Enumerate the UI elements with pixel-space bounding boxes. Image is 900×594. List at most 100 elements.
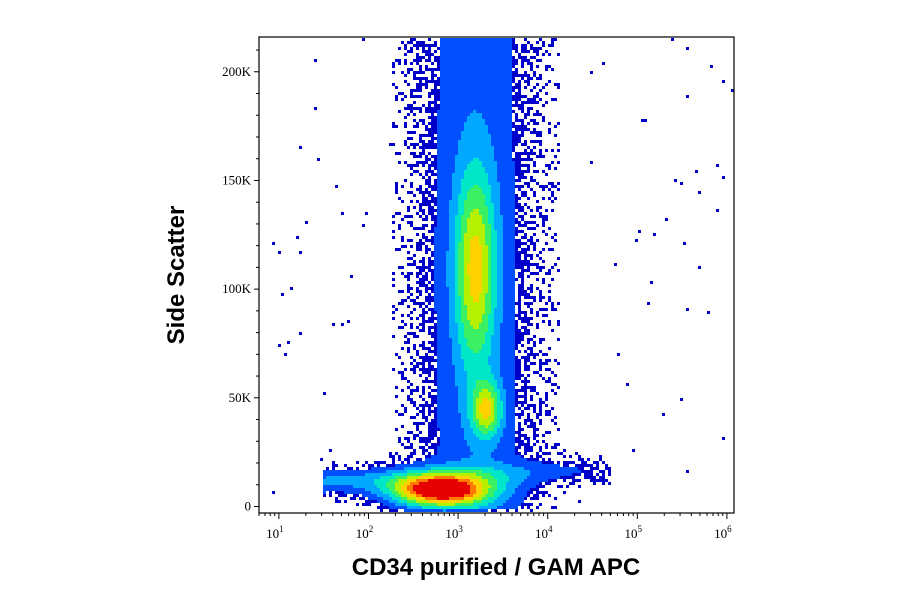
density-point [476,191,479,194]
density-point [422,473,425,476]
density-point [413,152,416,155]
density-point [485,221,488,224]
density-point [503,482,506,485]
density-point [371,479,374,482]
density-point [401,443,404,446]
density-point [425,401,428,404]
density-point [497,356,500,359]
density-point [482,449,485,452]
density-point [503,236,506,239]
density-point [440,230,443,233]
density-point [365,503,368,506]
density-point [443,452,446,455]
density-point [413,344,416,347]
density-point [458,479,461,482]
density-point [494,299,497,302]
density-point [431,479,434,482]
density-point [470,488,473,491]
density-point [443,440,446,443]
density-point [482,491,485,494]
density-point [437,212,440,215]
density-point [455,143,458,146]
density-point [452,407,455,410]
density-point [440,86,443,89]
density-point [440,476,443,479]
density-point [422,233,425,236]
density-point [476,95,479,98]
density-point [467,236,470,239]
density-point [464,290,467,293]
density-point [452,503,455,506]
density-point [464,356,467,359]
density-point [491,299,494,302]
density-point [449,224,452,227]
density-point [485,104,488,107]
density-point [428,500,431,503]
density-point [491,500,494,503]
density-point [500,53,503,56]
density-point [419,278,422,281]
density-point [500,479,503,482]
density-point [488,215,491,218]
density-point [404,506,407,509]
density-point [437,281,440,284]
density-point [485,209,488,212]
density-point [482,308,485,311]
density-point [461,158,464,161]
density-point [407,164,410,167]
density-point [452,347,455,350]
density-point [431,311,434,314]
density-point [479,353,482,356]
density-point [452,338,455,341]
density-point [431,467,434,470]
density-point [449,461,452,464]
density-point [398,458,401,461]
density-point [497,389,500,392]
density-point [503,329,506,332]
density-point [419,290,422,293]
density-point [473,128,476,131]
density-point [353,473,356,476]
density-point [413,254,416,257]
density-point [431,287,434,290]
density-point [446,413,449,416]
density-point [440,119,443,122]
density-point [452,200,455,203]
density-point [461,128,464,131]
density-point [410,215,413,218]
density-point [488,335,491,338]
density-point [443,299,446,302]
density-point [476,416,479,419]
density-point [449,431,452,434]
density-point [476,146,479,149]
density-point [503,389,506,392]
density-point [455,83,458,86]
density-point [431,269,434,272]
density-point [437,80,440,83]
density-point [407,68,410,71]
density-point [467,257,470,260]
density-point [401,464,404,467]
density-point [488,473,491,476]
density-point [479,335,482,338]
density-point [443,263,446,266]
density-point [425,173,428,176]
density-point [332,479,335,482]
density-point [503,386,506,389]
density-point [452,230,455,233]
density-point [488,227,491,230]
density-point [503,50,506,53]
density-point [326,470,329,473]
density-point [416,143,419,146]
density-point [482,173,485,176]
density-point [395,476,398,479]
density-point [485,449,488,452]
density-point [440,137,443,140]
density-point [398,485,401,488]
density-point [455,419,458,422]
density-point [461,350,464,353]
density-point [443,239,446,242]
density-point [419,494,422,497]
density-point [482,326,485,329]
density-point [476,407,479,410]
